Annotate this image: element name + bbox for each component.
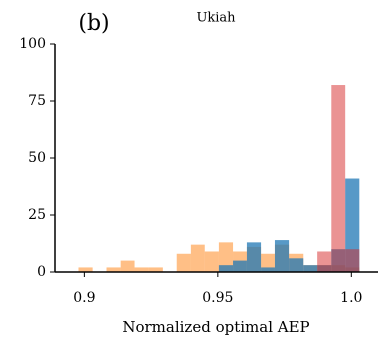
- x-axis-label: Normalized optimal AEP: [122, 318, 309, 336]
- y-tick-label: 0: [37, 264, 46, 280]
- y-tick-label: 75: [28, 93, 46, 109]
- bar: [78, 267, 93, 272]
- bar: [345, 178, 360, 272]
- bar: [233, 260, 247, 272]
- bar: [274, 240, 290, 272]
- x-tick-label: 0.9: [73, 290, 95, 306]
- y-tick-label: 100: [19, 36, 46, 52]
- bar: [218, 242, 234, 272]
- chart-title: Ukiah: [196, 11, 236, 26]
- bar: [331, 85, 346, 272]
- bar: [218, 265, 234, 272]
- bar: [345, 249, 360, 272]
- x-tick-label: 0.95: [202, 290, 233, 306]
- bar: [261, 267, 275, 272]
- bar: [120, 260, 135, 272]
- bar: [148, 267, 163, 272]
- panel-label: (b): [78, 11, 109, 36]
- bar: [106, 267, 121, 272]
- bar: [176, 253, 191, 272]
- bar: [246, 242, 262, 272]
- bar: [317, 251, 332, 272]
- bar: [134, 267, 149, 272]
- bar: [190, 244, 205, 272]
- bar: [289, 258, 304, 272]
- y-tick-label: 50: [28, 150, 46, 166]
- bar: [204, 251, 219, 272]
- y-tick-label: 25: [28, 207, 46, 223]
- bar: [303, 265, 318, 272]
- x-tick-label: 1.0: [340, 290, 362, 306]
